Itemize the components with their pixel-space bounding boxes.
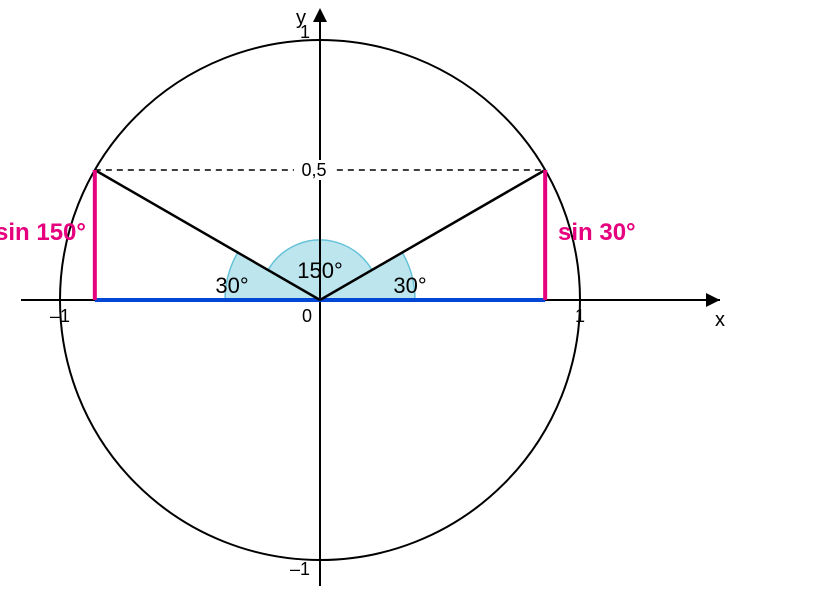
radius-30 (320, 170, 545, 300)
angle-150-label: 150° (297, 258, 343, 283)
x-axis-arrow (706, 293, 720, 307)
sin-150-label: sin 150° (0, 219, 86, 246)
y-axis-label: y (296, 7, 306, 29)
angle-30-left-label: 30° (215, 273, 248, 298)
radius-150 (95, 170, 320, 300)
angle-30-right-label: 30° (393, 273, 426, 298)
unit-circle-svg: –1 1 1 0,5 –1 0 x y 150° 30° 30° sin 30°… (0, 0, 840, 600)
tick-x-minus1: –1 (50, 306, 70, 326)
tick-x-plus1: 1 (575, 306, 585, 326)
tick-y-05: 0,5 (301, 160, 326, 180)
origin-label: 0 (302, 306, 312, 326)
x-axis-label: x (715, 309, 725, 331)
tick-y-minus1: –1 (290, 559, 310, 579)
sin-30-label: sin 30° (558, 219, 636, 246)
y-axis-arrow (313, 8, 327, 22)
